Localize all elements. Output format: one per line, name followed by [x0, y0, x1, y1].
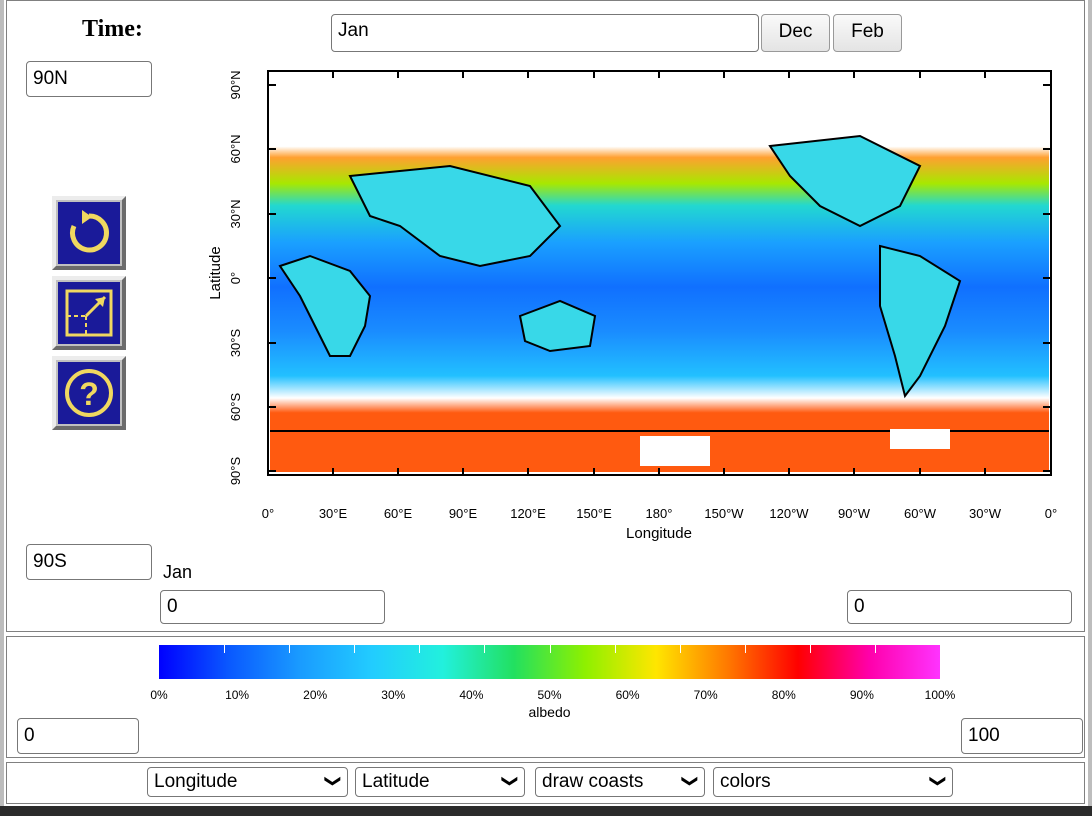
window-frame-right [1088, 0, 1092, 808]
colorbar-divider [744, 645, 746, 653]
x-axis-select-value: Longitude [154, 771, 238, 792]
y-tick-label: 60°N [228, 134, 243, 163]
time-label: Time: [82, 16, 143, 42]
window-frame-left [0, 0, 4, 808]
chevron-down-icon: ❮ [680, 774, 698, 788]
y-tick-label: 60°S [228, 393, 243, 422]
x-tick-label: 0° [1045, 506, 1057, 521]
reset-icon [70, 210, 109, 253]
colorbar-divider [679, 645, 681, 653]
colorbar-divider [809, 645, 811, 653]
chevron-down-icon: ❮ [500, 774, 518, 788]
svg-text:?: ? [79, 376, 99, 412]
colorbar-label: albedo [528, 704, 571, 720]
lon-max-input[interactable]: 0 [847, 590, 1072, 624]
continents [278, 134, 962, 399]
help-button[interactable]: ? [52, 356, 126, 430]
x-axis-label: Longitude [626, 525, 692, 542]
colorbar-divider [484, 645, 486, 653]
y-axis-select[interactable]: Latitude ❮ [355, 767, 525, 797]
colorbar-divider [224, 645, 226, 653]
eurasia [348, 164, 562, 268]
colorbar-tick-label: 20% [303, 688, 328, 702]
coasts-select-value: draw coasts [542, 771, 644, 792]
coasts-select[interactable]: draw coasts ❮ [535, 767, 705, 797]
y-tick-label: 90°N [228, 70, 243, 99]
y-tick-label: 90°S [228, 457, 243, 486]
lon-min-input[interactable]: 0 [160, 590, 385, 624]
help-icon: ? [65, 369, 113, 417]
map-ticks [267, 71, 1052, 475]
x-axis-select[interactable]: Longitude ❮ [147, 767, 348, 797]
chevron-down-icon: ❮ [323, 774, 341, 788]
colors-select-value: colors [720, 771, 771, 792]
x-tick-label: 60°E [384, 506, 413, 521]
x-tick-label: 150°E [576, 506, 612, 521]
month-caption: Jan [163, 562, 193, 582]
colorbar-max-input[interactable]: 100 [961, 718, 1083, 754]
x-tick-label: 120°W [769, 506, 809, 521]
y-axis-label: Latitude [207, 246, 224, 299]
colorbar-tick-label: 10% [225, 688, 250, 702]
x-tick-label: 60°W [904, 506, 937, 521]
y-tick-label: 30°N [228, 199, 243, 228]
y-tick-label: 30°S [228, 329, 243, 358]
reset-button[interactable] [52, 196, 126, 270]
plot-panel [6, 0, 1085, 632]
x-tick-label: 30°W [969, 506, 1002, 521]
colorbar-divider [289, 645, 291, 653]
colorbar-tick-label: 0% [150, 688, 168, 702]
x-tick-label: 120°E [510, 506, 546, 521]
ross-ice-shelf [640, 436, 710, 466]
colorbar-divider [354, 645, 356, 653]
zoom-icon [65, 289, 113, 337]
colorbar-tick-label: 80% [771, 688, 796, 702]
colorbar-divider [549, 645, 551, 653]
colorbar-tick-label: 60% [615, 688, 640, 702]
x-tick-label: 180° [646, 506, 673, 521]
zoom-button[interactable] [52, 276, 126, 350]
lat-min-input[interactable]: 90S [26, 544, 152, 580]
colorbar-tick-labels: 0% 10% 20% 30% 40% 50% 60% 70% 80% 90% 100% [150, 688, 955, 704]
colorbar-min-input[interactable]: 0 [17, 718, 139, 754]
colorbar-tick-label: 100% [924, 688, 956, 702]
toolbar-panel [6, 762, 1085, 804]
colorbar-tick-label: 70% [693, 688, 718, 702]
x-tick-label: 90°W [838, 506, 871, 521]
antarctic-peninsula-ice [890, 429, 950, 449]
australia [518, 299, 597, 353]
window-bottom-bar [0, 806, 1092, 816]
time-input[interactable]: Jan [331, 14, 759, 52]
x-tick-label: 30°E [319, 506, 348, 521]
x-tick-label: 90°E [449, 506, 478, 521]
chevron-down-icon: ❮ [928, 774, 946, 788]
colorbar-tick-label: 90% [849, 688, 874, 702]
colorbar-panel [6, 636, 1085, 758]
colorbar[interactable] [159, 645, 940, 679]
next-month-button[interactable]: Feb [833, 14, 902, 52]
y-tick-label: 0° [228, 272, 243, 284]
colorbar-divider [614, 645, 616, 653]
colorbar-tick-label: 50% [537, 688, 562, 702]
albedo-map[interactable]: 0° 30°E 60°E 90°E 120°E 150°E 180° 150°W… [200, 56, 1090, 548]
south-america [879, 244, 962, 399]
africa [278, 254, 372, 357]
x-tick-label: 0° [262, 506, 274, 521]
colorbar-tick-label: 40% [459, 688, 484, 702]
colorbar-divider [874, 645, 876, 653]
lat-max-input[interactable]: 90N [26, 61, 152, 97]
colors-select[interactable]: colors ❮ [713, 767, 953, 797]
north-america [768, 134, 922, 228]
x-tick-label: 150°W [704, 506, 744, 521]
colorbar-divider [419, 645, 421, 653]
colorbar-tick-label: 30% [381, 688, 406, 702]
y-axis-select-value: Latitude [362, 771, 430, 792]
prev-month-button[interactable]: Dec [761, 14, 830, 52]
